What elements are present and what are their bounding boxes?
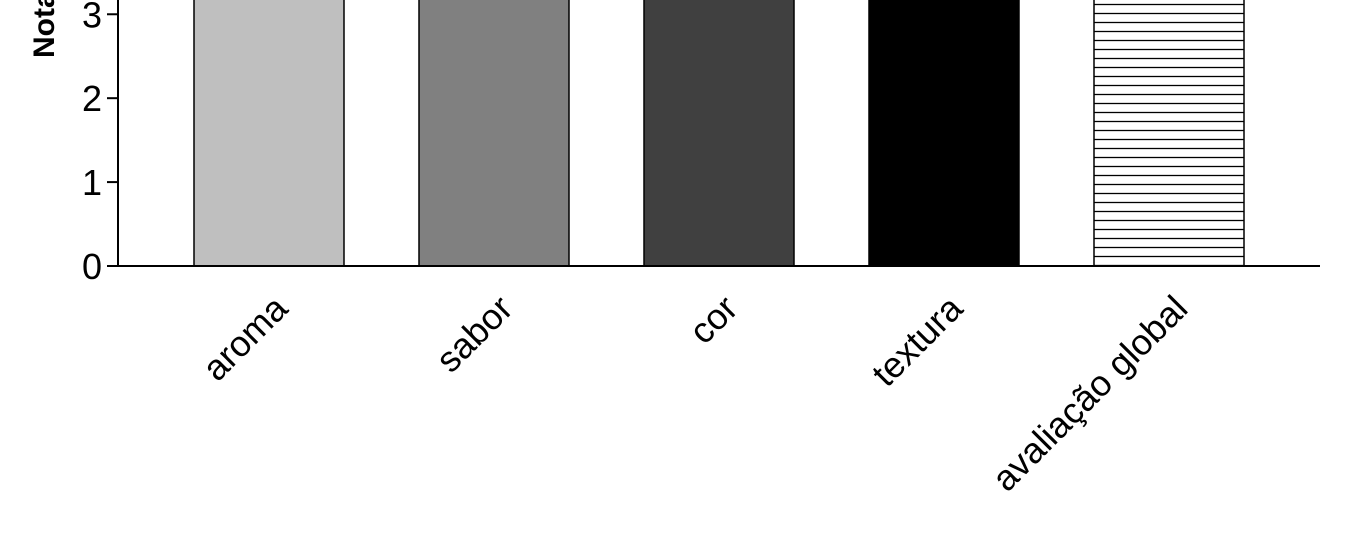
x-tick-label: avaliação global — [984, 287, 1196, 499]
bar — [193, 0, 345, 267]
bar — [868, 0, 1020, 267]
y-tick-label: 2 — [82, 78, 102, 119]
x-tick-label: cor — [681, 287, 745, 351]
bar — [643, 0, 795, 267]
y-tick-label: 3 — [82, 0, 102, 35]
x-tick-label: aroma — [194, 287, 296, 389]
y-axis-label: Nota — [28, 0, 61, 58]
x-tick-label: sabor — [428, 287, 521, 380]
y-tick-label: 0 — [82, 246, 102, 287]
x-tick-label: textura — [864, 287, 972, 395]
bar — [418, 0, 570, 267]
y-tick-label: 1 — [82, 162, 102, 203]
bar — [1093, 0, 1245, 267]
